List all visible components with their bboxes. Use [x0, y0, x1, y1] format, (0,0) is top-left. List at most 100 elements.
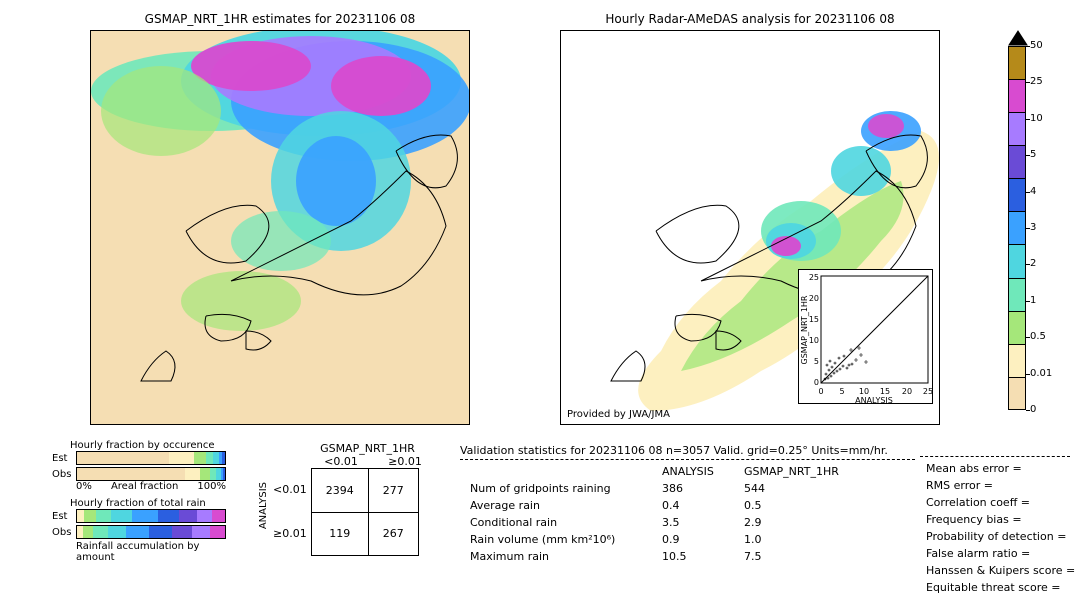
fraction-segment: [77, 510, 84, 522]
fraction-segment: [93, 526, 108, 538]
fraction-segment: [212, 510, 225, 522]
frac-xlabel-left: 0%: [76, 481, 92, 492]
svg-text:20: 20: [809, 294, 819, 303]
svg-text:10: 10: [809, 336, 819, 345]
colorbar-cell: [1008, 377, 1026, 410]
left-map: 25°N30°N35°N40°N45°N120°E125°E130°E135°E…: [90, 30, 470, 425]
fraction-segment: [132, 510, 159, 522]
fraction-segment: [108, 526, 126, 538]
table-row: False alarm ratio =0.509: [922, 546, 1080, 561]
inset-ylabel: GSMAP_NRT_1HR: [800, 295, 809, 364]
fraction-segment: [223, 468, 224, 480]
cont-col-ge: ≥0.01: [373, 455, 437, 468]
left-map-title: GSMAP_NRT_1HR estimates for 20231106 08: [90, 12, 470, 26]
contingency-table: 2394277 119267: [311, 468, 419, 556]
svg-text:15: 15: [809, 315, 819, 324]
inset-scatter: 0510 152025 0510 152025: [798, 269, 933, 404]
svg-text:10: 10: [859, 387, 869, 396]
colorbar-cell: [1008, 311, 1026, 344]
svg-text:25: 25: [923, 387, 933, 396]
inset-xlabel: ANALYSIS: [855, 396, 893, 405]
colorbar-tick: 10: [1030, 113, 1043, 124]
colorbar-tick: 0: [1030, 404, 1036, 415]
colorbar-cell: [1008, 211, 1026, 244]
table-row: Hanssen & Kuipers score =0.588: [922, 563, 1080, 578]
fraction-segment: [77, 468, 185, 480]
fraction-rain-footer: Rainfall accumulation by amount: [76, 541, 227, 563]
colorbar-tick: 0.5: [1030, 331, 1046, 342]
table-row: RMS error =0.9: [922, 478, 1080, 493]
cont-row-ge: ≥0.01: [273, 512, 307, 556]
fraction-segment: [83, 526, 93, 538]
right-map-title: Hourly Radar-AMeDAS analysis for 2023110…: [560, 12, 940, 26]
fraction-segment: [84, 510, 96, 522]
table-row: Rain volume (mm km²10⁶)0.91.0: [462, 532, 847, 547]
colorbar: 00.010.512345102550: [1008, 30, 1028, 410]
fraction-segment: [185, 468, 200, 480]
fraction-segment: [200, 468, 210, 480]
frac-xlabel-center: Areal fraction: [111, 481, 178, 492]
metrics-table: Mean abs error =0.5 RMS error =0.9 Correla…: [920, 459, 1080, 597]
contingency-col-header: GSMAP_NRT_1HR: [298, 442, 437, 455]
svg-text:5: 5: [814, 357, 819, 366]
svg-text:5: 5: [839, 387, 844, 396]
fraction-segment: [111, 510, 132, 522]
cont-row-lt: <0.01: [273, 468, 307, 512]
fraction-segment: [149, 526, 171, 538]
frac-row-obs: Obs: [52, 469, 72, 480]
fraction-segment: [210, 526, 225, 538]
frac-xlabel-right: 100%: [197, 481, 226, 492]
colorbar-tick: 25: [1030, 76, 1043, 87]
frac-row-est: Est: [52, 453, 72, 464]
frac2-row-obs: Obs: [52, 527, 72, 538]
table-row: Average rain0.40.5: [462, 498, 847, 513]
colorbar-tick: 50: [1030, 40, 1043, 51]
svg-text:0: 0: [818, 387, 823, 396]
table-row: Frequency bias =1.409: [922, 512, 1080, 527]
fraction-segment: [77, 452, 169, 464]
fraction-segment: [169, 452, 194, 464]
fraction-occ-title: Hourly fraction by occurence: [70, 440, 227, 451]
contingency-row-header: ANALYSIS: [258, 482, 269, 529]
fraction-segment: [172, 526, 193, 538]
fraction-segment: [179, 510, 197, 522]
table-row: Maximum rain10.57.5: [462, 549, 847, 564]
fraction-segment: [192, 526, 210, 538]
table-row: Conditional rain3.52.9: [462, 515, 847, 530]
svg-text:15: 15: [880, 387, 890, 396]
fraction-segment: [96, 510, 111, 522]
fraction-rain-title: Hourly fraction of total rain: [70, 498, 227, 509]
colorbar-tick: 4: [1030, 186, 1036, 197]
svg-text:0: 0: [814, 378, 819, 387]
fraction-rain-obs: [76, 525, 226, 539]
colorbar-tick: 2: [1030, 258, 1036, 269]
table-row: Mean abs error =0.5: [922, 461, 1080, 476]
fraction-occurrence-obs: [76, 467, 226, 481]
fraction-segment: [194, 452, 206, 464]
colorbar-cell: [1008, 112, 1026, 145]
colorbar-cell: [1008, 79, 1026, 112]
fraction-rain-est: [76, 509, 226, 523]
colorbar-tick: 0.01: [1030, 368, 1052, 379]
frac2-row-est: Est: [52, 511, 72, 522]
fraction-segment: [126, 526, 150, 538]
table-row: Correlation coeff =0.600: [922, 495, 1080, 510]
svg-text:25: 25: [809, 273, 819, 282]
colorbar-cell: [1008, 178, 1026, 211]
validation-table: ANALYSIS GSMAP_NRT_1HR Num of gridpoints…: [460, 462, 849, 566]
cont-col-lt: <0.01: [309, 455, 373, 468]
attribution: Provided by JWA/JMA: [567, 409, 670, 420]
colorbar-cell: [1008, 344, 1026, 377]
colorbar-tick: 3: [1030, 222, 1036, 233]
validation-title: Validation statistics for 20231106 08 n=…: [460, 444, 920, 457]
fraction-segment: [197, 510, 212, 522]
colorbar-tick: 1: [1030, 295, 1036, 306]
fraction-segment: [158, 510, 179, 522]
colorbar-tick: 5: [1030, 149, 1036, 160]
right-map: Provided by JWA/JMA 0 5 10 15 20 25 0 5 10 15 2…: [560, 30, 940, 425]
colorbar-cell: [1008, 46, 1026, 79]
colorbar-cell: [1008, 278, 1026, 311]
fraction-occurrence-est: [76, 451, 226, 465]
table-row: Num of gridpoints raining386544: [462, 481, 847, 496]
colorbar-cell: [1008, 145, 1026, 178]
